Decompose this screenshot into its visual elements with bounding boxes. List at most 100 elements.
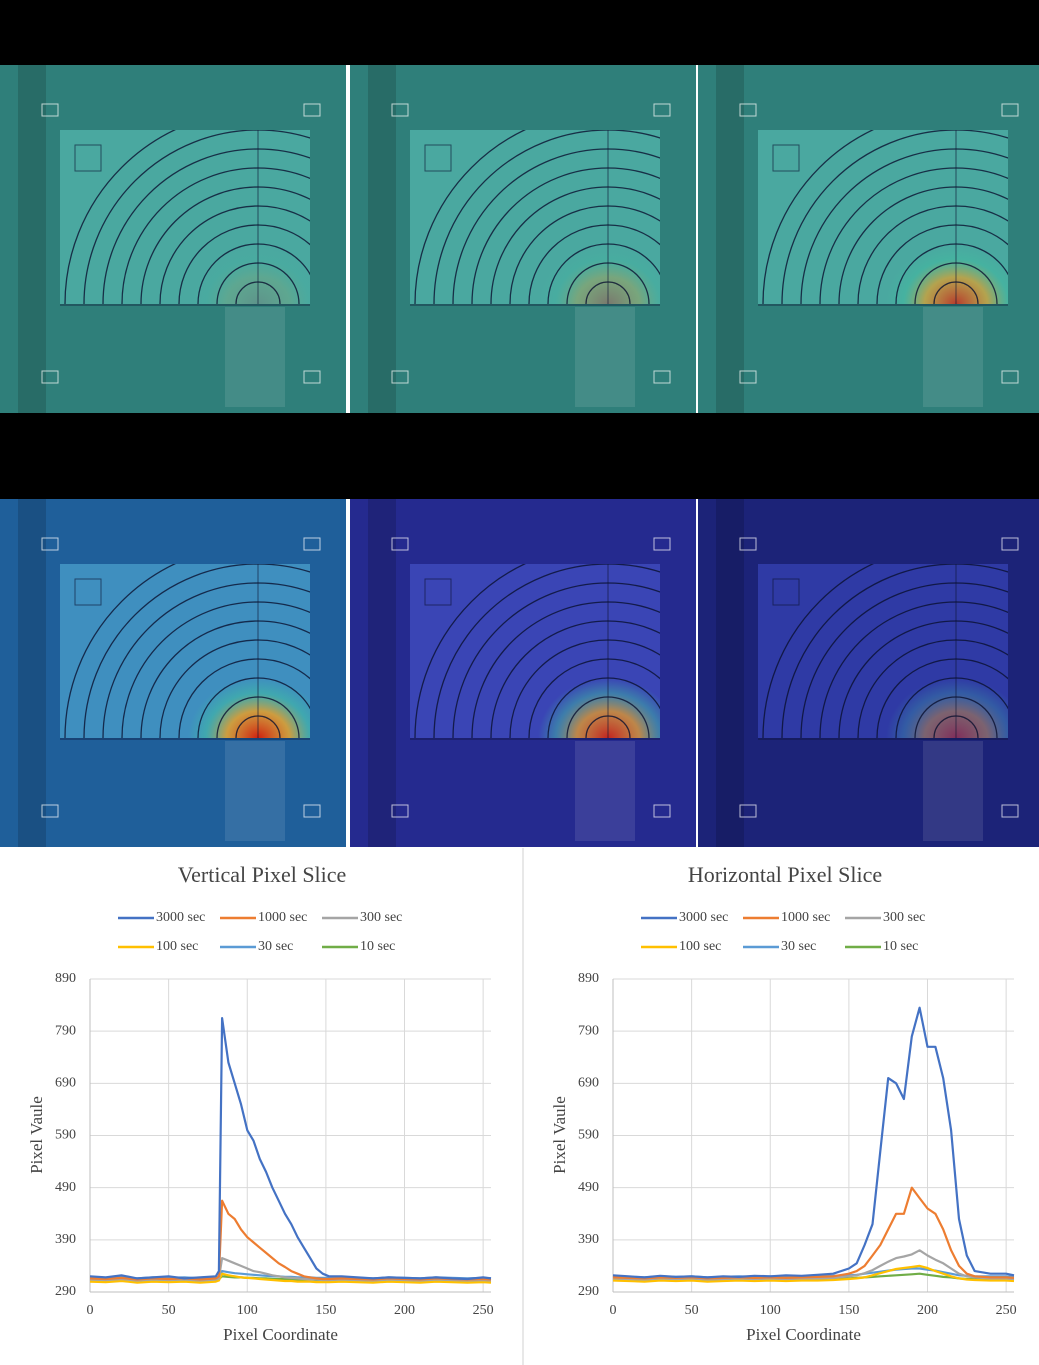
x-axis-label: Pixel Coordinate	[746, 1325, 861, 1344]
fiducial	[653, 804, 671, 818]
series-line	[89, 1272, 492, 1284]
y-axis-label: Pixel Vaule	[550, 1096, 569, 1174]
rings	[64, 130, 310, 304]
y-tick-label: 490	[578, 1180, 599, 1195]
image-panel	[0, 499, 346, 847]
fiducial	[739, 537, 757, 551]
legend-label: 10 sec	[883, 939, 918, 954]
image-panel	[350, 499, 696, 847]
chart-title: Horizontal Pixel Slice	[688, 862, 882, 887]
logo	[424, 578, 452, 606]
charts: Vertical Pixel Slice 290 390 490 590 690 790 89…	[27, 862, 1017, 1344]
fiducial	[391, 804, 409, 818]
chart-title: Vertical Pixel Slice	[178, 862, 347, 887]
y-tick-label: 690	[578, 1076, 599, 1091]
fiducial	[41, 804, 59, 818]
pillar	[575, 741, 635, 841]
left-band	[368, 499, 396, 847]
rings	[414, 564, 660, 738]
x-tick-label: 50	[162, 1303, 176, 1318]
pillar	[575, 307, 635, 407]
logo	[74, 144, 102, 172]
y-tick-label: 890	[55, 971, 76, 986]
rings	[762, 564, 1008, 738]
x-tick-label: 150	[838, 1303, 859, 1318]
legend-label: 3000 sec	[156, 910, 205, 925]
y-tick-label: 390	[578, 1232, 599, 1247]
fiducial	[653, 103, 671, 117]
x-tick-label: 200	[917, 1303, 938, 1318]
y-tick-label: 590	[55, 1128, 76, 1143]
legend-label: 1000 sec	[781, 910, 830, 925]
fiducial	[739, 103, 757, 117]
fiducial	[1001, 537, 1019, 551]
legend-label: 300 sec	[883, 910, 925, 925]
y-tick-label: 290	[578, 1284, 599, 1299]
line-chart: Horizontal Pixel Slice 290 390 490 590 690 790…	[550, 862, 1017, 1344]
y-tick-label: 590	[578, 1128, 599, 1143]
fiducial	[303, 103, 321, 117]
y-tick-label: 790	[55, 1023, 76, 1038]
legend-label: 10 sec	[360, 939, 395, 954]
y-tick-label: 290	[55, 1284, 76, 1299]
fiducial	[653, 370, 671, 384]
black-band	[0, 0, 1039, 65]
fiducial	[391, 103, 409, 117]
image-panels	[0, 65, 1039, 847]
series-line	[89, 1017, 492, 1281]
logo	[424, 144, 452, 172]
pillar	[225, 741, 285, 841]
x-tick-label: 200	[394, 1303, 415, 1318]
fiducial	[391, 537, 409, 551]
fiducial	[1001, 370, 1019, 384]
pillar	[923, 741, 983, 841]
image-panel	[698, 499, 1039, 847]
rings	[64, 564, 310, 738]
y-axis-label: Pixel Vaule	[27, 1096, 46, 1174]
legend-label: 30 sec	[258, 939, 293, 954]
image-panel	[698, 65, 1039, 413]
x-tick-label: 250	[996, 1303, 1017, 1318]
y-tick-label: 890	[578, 971, 599, 986]
x-tick-label: 50	[685, 1303, 699, 1318]
fiducial	[303, 537, 321, 551]
y-tick-label: 490	[55, 1180, 76, 1195]
x-tick-label: 0	[610, 1303, 617, 1318]
y-tick-label: 690	[55, 1076, 76, 1091]
image-panel	[0, 65, 346, 413]
legend-label: 300 sec	[360, 910, 402, 925]
legend-label: 100 sec	[679, 939, 721, 954]
series-line	[612, 1006, 1015, 1279]
fiducial	[1001, 804, 1019, 818]
left-band	[18, 65, 46, 413]
series-line	[612, 1264, 1015, 1283]
fiducial	[41, 537, 59, 551]
fiducial	[41, 370, 59, 384]
line-chart: Vertical Pixel Slice 290 390 490 590 690 790 89…	[27, 862, 494, 1344]
left-band	[716, 65, 744, 413]
fiducial	[303, 804, 321, 818]
legend-label: 1000 sec	[258, 910, 307, 925]
legend-label: 100 sec	[156, 939, 198, 954]
fiducial	[739, 804, 757, 818]
x-axis-label: Pixel Coordinate	[223, 1325, 338, 1344]
fiducial	[1001, 103, 1019, 117]
image-panel	[350, 65, 696, 413]
y-tick-label: 390	[55, 1232, 76, 1247]
x-tick-label: 100	[760, 1303, 781, 1318]
logo	[74, 578, 102, 606]
legend-label: 30 sec	[781, 939, 816, 954]
pillar	[225, 307, 285, 407]
left-band	[18, 499, 46, 847]
x-tick-label: 100	[237, 1303, 258, 1318]
fiducial	[391, 370, 409, 384]
fiducial	[41, 103, 59, 117]
left-band	[368, 65, 396, 413]
black-band	[0, 413, 1039, 499]
fiducial	[303, 370, 321, 384]
pillar	[923, 307, 983, 407]
x-tick-label: 250	[473, 1303, 494, 1318]
x-tick-label: 0	[87, 1303, 94, 1318]
y-tick-label: 790	[578, 1023, 599, 1038]
